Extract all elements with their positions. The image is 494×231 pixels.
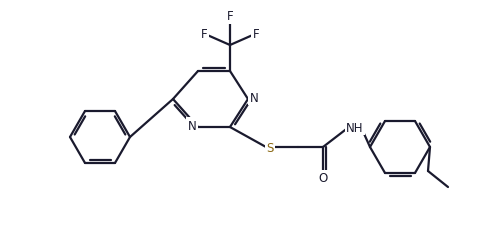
Text: F: F [253, 28, 259, 41]
Text: F: F [201, 28, 207, 41]
Text: N: N [188, 119, 197, 132]
Text: N: N [249, 91, 258, 104]
Text: F: F [227, 10, 233, 23]
Text: O: O [318, 172, 328, 185]
Text: S: S [266, 141, 274, 154]
Text: NH: NH [346, 121, 364, 134]
